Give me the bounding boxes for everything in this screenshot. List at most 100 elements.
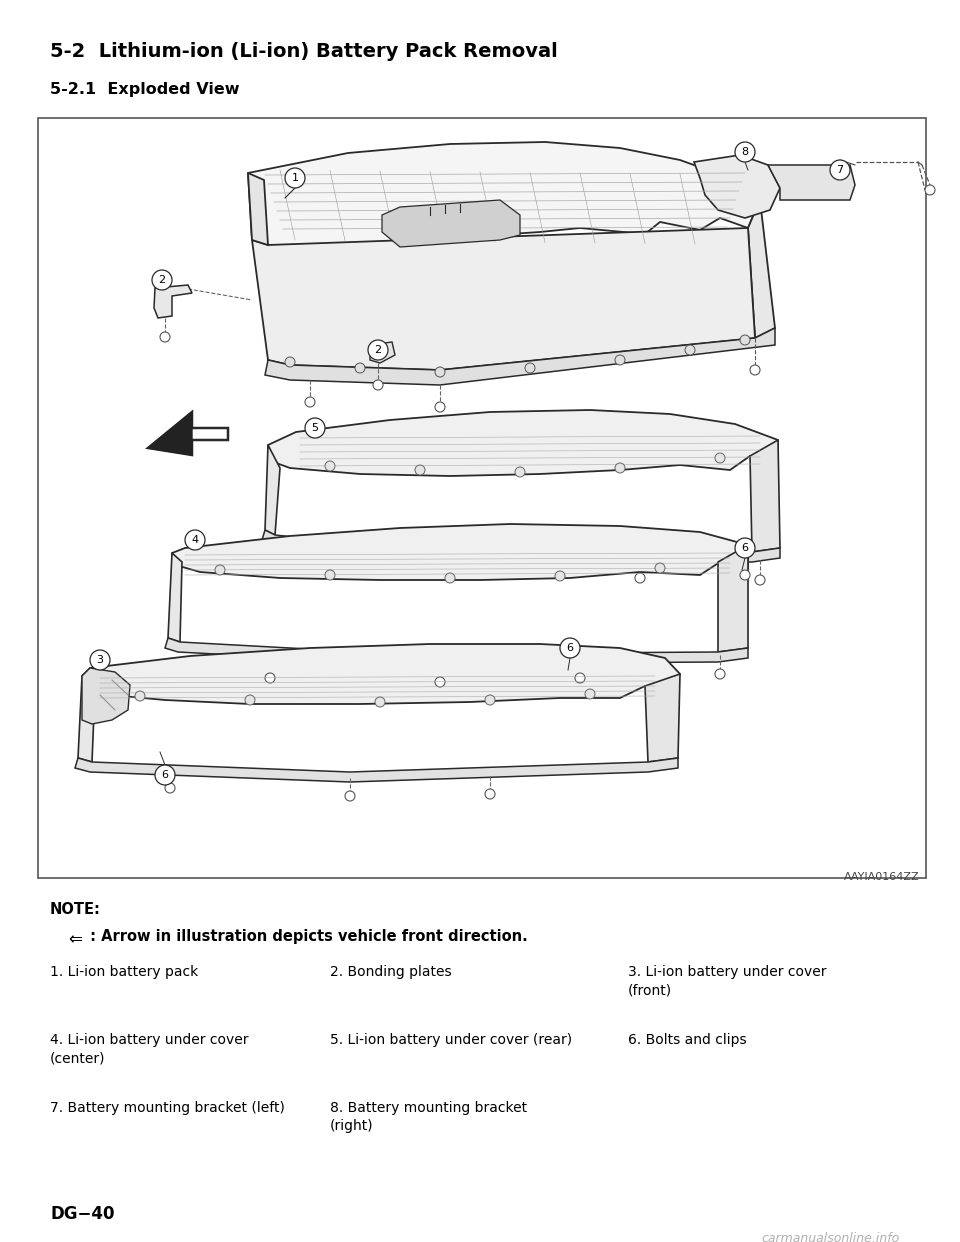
Polygon shape (78, 676, 95, 763)
Text: 7: 7 (836, 165, 844, 175)
Circle shape (755, 575, 765, 585)
Circle shape (152, 270, 172, 289)
Circle shape (435, 366, 445, 378)
Circle shape (305, 397, 315, 407)
Polygon shape (382, 200, 520, 247)
Polygon shape (718, 545, 748, 652)
Circle shape (575, 673, 585, 683)
Circle shape (435, 402, 445, 412)
Text: 4: 4 (191, 535, 199, 545)
Text: 7. Battery mounting bracket (left): 7. Battery mounting bracket (left) (50, 1100, 285, 1115)
Polygon shape (768, 165, 855, 200)
Polygon shape (694, 155, 780, 219)
Circle shape (715, 453, 725, 463)
Circle shape (415, 465, 425, 474)
Polygon shape (265, 445, 280, 535)
Circle shape (215, 565, 225, 575)
Circle shape (525, 363, 535, 373)
Text: 3. Li-ion battery under cover
(front): 3. Li-ion battery under cover (front) (628, 965, 827, 997)
Text: 6: 6 (741, 543, 749, 553)
Polygon shape (154, 284, 192, 318)
Polygon shape (172, 524, 748, 580)
Text: 8. Battery mounting bracket
(right): 8. Battery mounting bracket (right) (330, 1100, 527, 1134)
Circle shape (160, 332, 170, 342)
Polygon shape (82, 645, 680, 704)
Circle shape (655, 563, 665, 573)
Text: DG−40: DG−40 (50, 1205, 114, 1223)
Text: 6: 6 (566, 643, 573, 653)
Circle shape (555, 571, 565, 581)
Circle shape (155, 765, 175, 785)
Circle shape (265, 673, 275, 683)
Circle shape (735, 142, 755, 161)
Polygon shape (748, 200, 775, 338)
Text: 6. Bolts and clips: 6. Bolts and clips (628, 1033, 747, 1047)
Polygon shape (148, 412, 228, 455)
Text: ⇐: ⇐ (68, 930, 82, 948)
Circle shape (750, 365, 760, 375)
Polygon shape (248, 173, 268, 245)
Text: AAYIA0164ZZ: AAYIA0164ZZ (845, 872, 920, 882)
Circle shape (368, 340, 388, 360)
Circle shape (685, 345, 695, 355)
Bar (38, 118, 926, 878)
Circle shape (373, 380, 383, 390)
Polygon shape (262, 530, 780, 561)
Circle shape (740, 570, 750, 580)
Circle shape (325, 570, 335, 580)
Circle shape (740, 335, 750, 345)
Circle shape (135, 691, 145, 700)
Circle shape (245, 696, 255, 705)
Text: 1. Li-ion battery pack: 1. Li-ion battery pack (50, 965, 199, 979)
Text: 5-2.1  Exploded View: 5-2.1 Exploded View (50, 82, 239, 97)
Circle shape (90, 650, 110, 669)
Polygon shape (75, 758, 678, 782)
Text: NOTE:: NOTE: (50, 902, 101, 917)
Circle shape (445, 573, 455, 582)
Text: 2: 2 (374, 345, 381, 355)
Circle shape (585, 689, 595, 699)
Circle shape (635, 573, 645, 582)
Circle shape (305, 419, 325, 438)
Text: 3: 3 (97, 655, 104, 664)
Text: 4. Li-ion battery under cover
(center): 4. Li-ion battery under cover (center) (50, 1033, 249, 1066)
Polygon shape (645, 674, 680, 763)
Text: : Arrow in illustration depicts vehicle front direction.: : Arrow in illustration depicts vehicle … (85, 929, 528, 944)
Text: 5. Li-ion battery under cover (rear): 5. Li-ion battery under cover (rear) (330, 1033, 572, 1047)
Circle shape (285, 168, 305, 188)
Circle shape (830, 160, 850, 180)
Text: 8: 8 (741, 147, 749, 156)
Polygon shape (248, 142, 760, 248)
Circle shape (715, 669, 725, 679)
Circle shape (615, 355, 625, 365)
Text: 5-2  Lithium-ion (Li-ion) Battery Pack Removal: 5-2 Lithium-ion (Li-ion) Battery Pack Re… (50, 42, 558, 61)
Circle shape (165, 782, 175, 792)
Polygon shape (265, 328, 775, 385)
Polygon shape (268, 410, 778, 476)
Circle shape (615, 463, 625, 473)
Circle shape (325, 461, 335, 471)
Polygon shape (370, 342, 395, 363)
Circle shape (735, 538, 755, 558)
Circle shape (560, 638, 580, 658)
Circle shape (515, 467, 525, 477)
Text: carmanualsonline.info: carmanualsonline.info (761, 1232, 900, 1242)
Polygon shape (82, 668, 130, 724)
Polygon shape (168, 553, 182, 642)
Polygon shape (252, 229, 755, 370)
Circle shape (925, 185, 935, 195)
Circle shape (345, 791, 355, 801)
Circle shape (185, 530, 205, 550)
Text: 1: 1 (292, 173, 299, 183)
Circle shape (285, 356, 295, 366)
Polygon shape (148, 412, 192, 455)
Circle shape (485, 789, 495, 799)
Text: 5: 5 (311, 424, 319, 433)
Circle shape (355, 363, 365, 373)
Polygon shape (750, 440, 780, 551)
Text: 2: 2 (158, 274, 165, 284)
Text: 2. Bonding plates: 2. Bonding plates (330, 965, 451, 979)
Circle shape (435, 677, 445, 687)
Circle shape (375, 697, 385, 707)
Text: 6: 6 (161, 770, 169, 780)
